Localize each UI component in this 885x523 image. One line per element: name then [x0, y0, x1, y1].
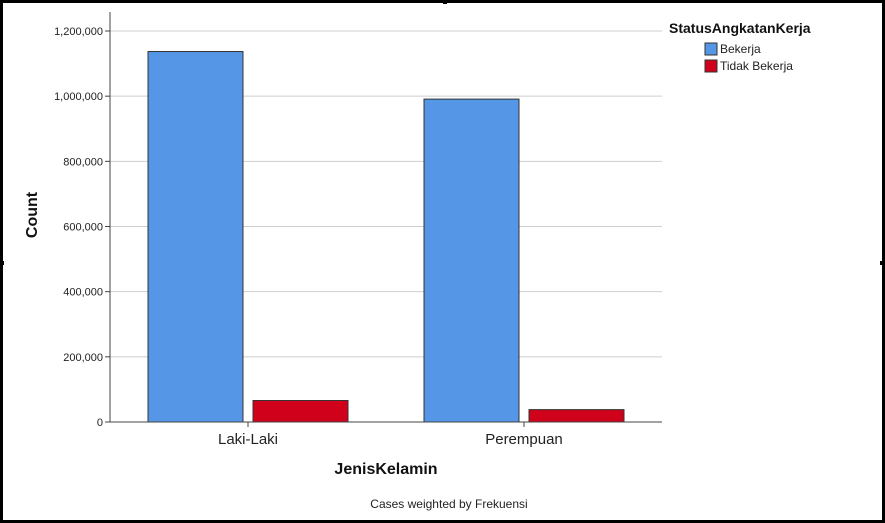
bar-bekerja-perempuan [423, 98, 520, 423]
y-axis-title: Count [24, 191, 41, 238]
axes: 0 200,000 400,000 600,000 800,000 1,000,000 1,… [54, 12, 662, 448]
legend: Bekerja Tidak Bekerja [704, 42, 793, 73]
legend-swatch-1 [704, 59, 718, 73]
y-tick-label-2: 400,000 [63, 287, 103, 299]
legend-label-0: Bekerja [720, 42, 761, 56]
resize-handle-top[interactable] [443, 0, 447, 4]
x-axis-title: JenisKelamin [334, 461, 437, 478]
y-tick-label-0: 0 [97, 417, 103, 429]
bar-tidak-bekerja-laki-laki [252, 399, 349, 423]
y-tick-label-4: 800,000 [63, 156, 103, 168]
x-tick-label-perempuan: Perempuan [485, 431, 563, 448]
y-tick-label-6: 1,200,000 [54, 26, 103, 38]
bar-bekerja-laki-laki [147, 51, 244, 423]
legend-title: StatusAngkatanKerja [669, 20, 811, 36]
bar-tidak-bekerja-perempuan [528, 409, 625, 423]
y-tick-label-3: 600,000 [63, 222, 103, 234]
y-tick-label-5: 1,000,000 [54, 91, 103, 103]
resize-handle-left[interactable] [0, 261, 4, 265]
footnote: Cases weighted by Frekuensi [370, 497, 527, 511]
legend-swatch-0 [704, 42, 718, 56]
bars [147, 51, 625, 423]
legend-label-1: Tidak Bekerja [720, 59, 793, 73]
resize-handle-right[interactable] [880, 261, 884, 265]
x-tick-label-laki-laki: Laki-Laki [218, 431, 278, 448]
y-tick-label-1: 200,000 [63, 352, 103, 364]
